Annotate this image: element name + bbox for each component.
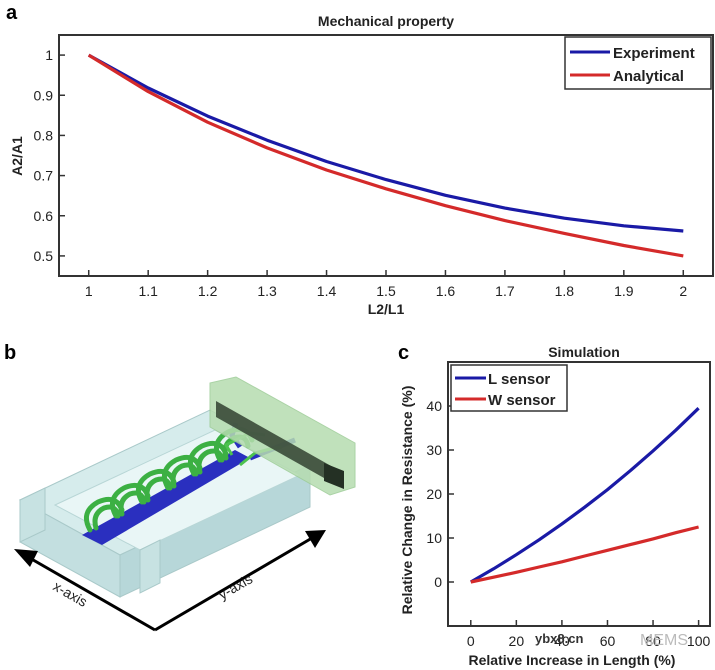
chart-a-xtick-label: 1.6 xyxy=(436,283,456,299)
y-axis-arrowhead xyxy=(305,530,326,548)
chart-a-series-analytical xyxy=(87,53,684,258)
x-axis-arrowhead xyxy=(14,549,38,567)
chart-c-xtick-label: 20 xyxy=(509,633,525,649)
chart-a-legend: Experiment Analytical xyxy=(564,36,712,90)
chart-c-xtick-label: 80 xyxy=(645,633,661,649)
chart-a-xtick-label: 1.8 xyxy=(555,283,575,299)
chart-a-xtick-label: 1.1 xyxy=(138,283,158,299)
chart-a-title: Mechanical property xyxy=(318,13,454,29)
chart-a-xlabel: L2/L1 xyxy=(368,301,405,317)
chart-c-legend: L sensor W sensor xyxy=(450,364,568,412)
chart-a-series-experiment xyxy=(87,53,684,233)
chart-a-ytick-label: 1 xyxy=(45,47,53,63)
panel-label-c: c xyxy=(398,342,410,364)
chart-c-xlabel: Relative Increase in Length (%) xyxy=(469,652,676,668)
panel-label-b: b xyxy=(4,342,17,364)
chart-c-ytick-label: 10 xyxy=(426,530,442,546)
chart-c-xtick-label: 100 xyxy=(687,633,711,649)
chart-c-xtick-label: 60 xyxy=(600,633,616,649)
chart-a-xtick-label: 1.3 xyxy=(257,283,277,299)
legend-label-analytical: Analytical xyxy=(613,68,684,85)
chart-c-xtick-label: 0 xyxy=(467,633,475,649)
chart-a-ylabel: A2/A1 xyxy=(9,136,25,176)
legend-label-l-sensor: L sensor xyxy=(488,371,550,388)
chart-a-ytick-label: 0.7 xyxy=(34,168,54,184)
y-axis-arrow xyxy=(154,536,313,632)
chart-a-xtick-label: 1.2 xyxy=(198,283,218,299)
chart-a-ytick-label: 0.8 xyxy=(34,127,54,143)
watermark-mems: MEMS xyxy=(640,632,688,649)
panel-label-a: a xyxy=(6,2,18,24)
electrode-bottom xyxy=(82,450,250,545)
legend-label-w-sensor: W sensor xyxy=(488,392,556,409)
chart-a-xtick-label: 1.7 xyxy=(495,283,515,299)
chart-c-ytick-label: 40 xyxy=(426,398,442,414)
clamp-dark-insert xyxy=(216,401,340,487)
chart-c-title: Simulation xyxy=(548,344,620,360)
x-axis-arrow xyxy=(27,555,156,632)
chart-a-ytick-label: 0.9 xyxy=(34,87,54,103)
chart-a-xtick-label: 2 xyxy=(679,283,687,299)
watermark-site: ybx8.cn xyxy=(535,631,583,646)
chart-a-ytick-label: 0.6 xyxy=(34,208,54,224)
legend-label-experiment: Experiment xyxy=(613,45,695,62)
chart-a-ytick-label: 0.5 xyxy=(34,248,54,264)
chart-a: Mechanical property 1 1.1 1.2 1.3 1.4 1.5 1.6 1… xyxy=(9,13,714,317)
chart-c-ytick-label: 30 xyxy=(426,442,442,458)
device-illustration: x-axis y-axis xyxy=(14,376,356,632)
chart-c-series-w-sensor xyxy=(470,525,699,584)
chart-c-ytick-label: 20 xyxy=(426,486,442,502)
chart-a-xtick-label: 1 xyxy=(85,283,93,299)
chart-a-xtick-label: 1.4 xyxy=(317,283,337,299)
chart-a-xtick-label: 1.9 xyxy=(614,283,634,299)
chart-c-ytick-label: 0 xyxy=(434,574,442,590)
chart-c-ylabel: Relative Change in Resistance (%) xyxy=(399,386,415,615)
chart-c-series-l-sensor xyxy=(469,407,700,584)
chart-a-xtick-label: 1.5 xyxy=(376,283,396,299)
chart-c-xtick-label: 40 xyxy=(554,633,570,649)
